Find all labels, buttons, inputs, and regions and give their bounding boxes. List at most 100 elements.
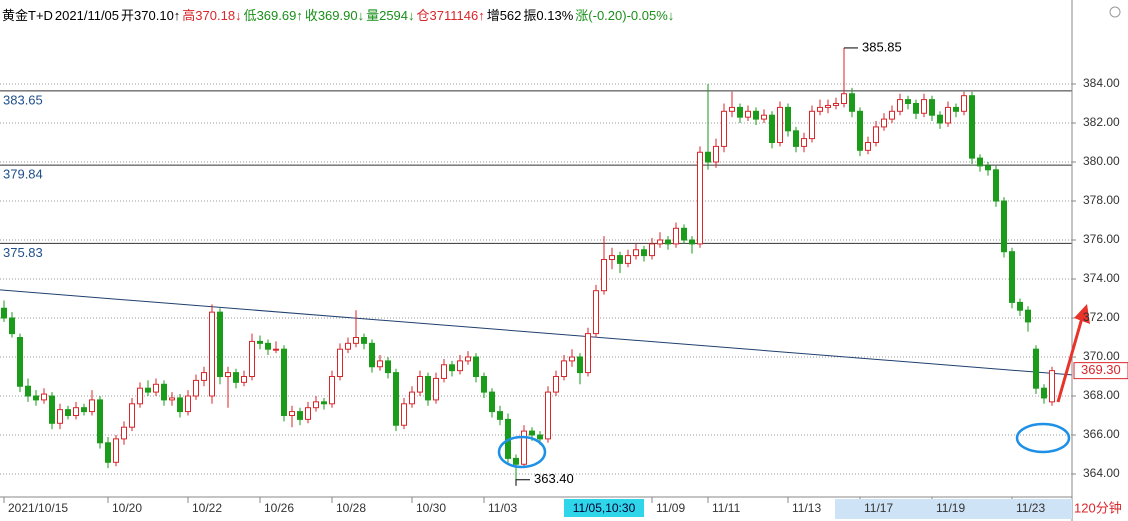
- level-label: 383.65: [3, 92, 43, 107]
- candle-body: [1, 307, 7, 319]
- candle-body: [201, 372, 207, 381]
- candle-body: [513, 457, 519, 465]
- candle-body: [769, 114, 775, 144]
- candle-body: [105, 442, 111, 463]
- candle-body: [441, 364, 447, 379]
- candle-body: [609, 255, 615, 260]
- candle-body: [321, 401, 327, 405]
- y-tick-label: 366.00: [1083, 427, 1120, 441]
- last-price-label: 369.30: [1081, 362, 1121, 377]
- info-item: 黄金T+D: [2, 8, 53, 23]
- y-tick-label: 382.00: [1083, 115, 1120, 129]
- cursor-box: [564, 499, 644, 517]
- candle-body: [793, 130, 799, 147]
- x-tick-label: 10/20: [112, 501, 142, 515]
- candle-body: [569, 356, 575, 362]
- candle-body: [945, 106, 951, 124]
- candle-body: [817, 106, 823, 112]
- candle-body: [721, 110, 727, 147]
- candle-body: [433, 377, 439, 401]
- candle-body: [473, 356, 479, 377]
- candle-body: [25, 385, 31, 397]
- candle-body: [345, 342, 351, 350]
- info-item: 收369.90↓: [304, 8, 365, 23]
- candle-body: [137, 387, 143, 405]
- candle-body: [649, 243, 655, 257]
- candle-body: [785, 106, 791, 132]
- candle-body: [777, 106, 783, 144]
- candle-body: [89, 399, 95, 413]
- candle-body: [1025, 309, 1031, 323]
- x-tick-label: 11/23: [1016, 501, 1045, 515]
- candle-body: [409, 391, 415, 405]
- y-tick-label: 380.00: [1083, 154, 1120, 168]
- candle-body: [857, 110, 863, 151]
- candle-body: [705, 151, 711, 163]
- candle-body: [561, 360, 567, 377]
- last-price-box: [1073, 362, 1128, 380]
- arrow-head: [1074, 304, 1090, 324]
- candle-body: [393, 372, 399, 426]
- candle-body: [33, 395, 39, 401]
- candle-body: [97, 399, 103, 444]
- level-label: 375.83: [3, 245, 43, 260]
- scroll-band[interactable]: [835, 499, 1072, 519]
- candle-body: [729, 106, 735, 112]
- candle-body: [809, 110, 815, 140]
- annotation-label: 363.40: [534, 471, 574, 486]
- x-tick-label: 10/30: [416, 501, 446, 515]
- candle-body: [825, 104, 831, 108]
- candle-body: [961, 95, 967, 112]
- candle-body: [385, 360, 391, 374]
- x-tick-label: 11/17: [864, 501, 893, 515]
- x-tick-label: 11/19: [936, 501, 965, 515]
- candle-body: [481, 375, 487, 393]
- candle-body: [241, 375, 247, 383]
- highlight-ellipse: [497, 435, 547, 469]
- candle-body: [889, 110, 895, 120]
- candle-body: [577, 356, 583, 374]
- info-item: 仓3711146↑: [416, 8, 485, 23]
- candle-body: [673, 227, 679, 245]
- candle-body: [145, 387, 151, 393]
- candle-body: [873, 126, 879, 144]
- x-tick-label: 11/09: [656, 501, 685, 515]
- candle-body: [1033, 348, 1039, 389]
- settings-icon[interactable]: [1109, 6, 1121, 18]
- candle-body: [681, 227, 687, 241]
- candle-body: [921, 99, 927, 114]
- candle-body: [801, 138, 807, 147]
- y-tick-label: 376.00: [1083, 232, 1120, 246]
- candle-body: [905, 99, 911, 105]
- candle-body: [217, 311, 223, 377]
- x-tick-label: 11/03: [488, 501, 517, 515]
- info-item: 增562: [486, 8, 522, 23]
- candle-body: [553, 375, 559, 393]
- candle-body: [713, 145, 719, 163]
- candle-body: [993, 169, 999, 202]
- candle-body: [113, 438, 119, 463]
- candle-body: [129, 403, 135, 428]
- candle-body: [457, 360, 463, 372]
- candle-body: [337, 348, 343, 377]
- candle-body: [169, 397, 175, 401]
- candle-body: [297, 411, 303, 420]
- candle-body: [489, 391, 495, 413]
- candle-body: [537, 434, 543, 440]
- candle-body: [1017, 301, 1023, 311]
- x-tick-label: 10/26: [264, 501, 294, 515]
- highlight-ellipse: [1015, 422, 1071, 454]
- candle-body: [265, 342, 271, 350]
- y-tick-label: 372.00: [1083, 310, 1120, 324]
- candle-body: [657, 239, 663, 245]
- candle-body: [937, 114, 943, 124]
- candle-body: [177, 397, 183, 413]
- arrow: [1056, 317, 1084, 403]
- period-label: 120分钟: [1074, 500, 1122, 515]
- candle-body: [985, 165, 991, 171]
- info-item: 低369.69↑: [243, 8, 303, 23]
- candle-body: [897, 99, 903, 112]
- y-tick-label: 368.00: [1083, 388, 1120, 402]
